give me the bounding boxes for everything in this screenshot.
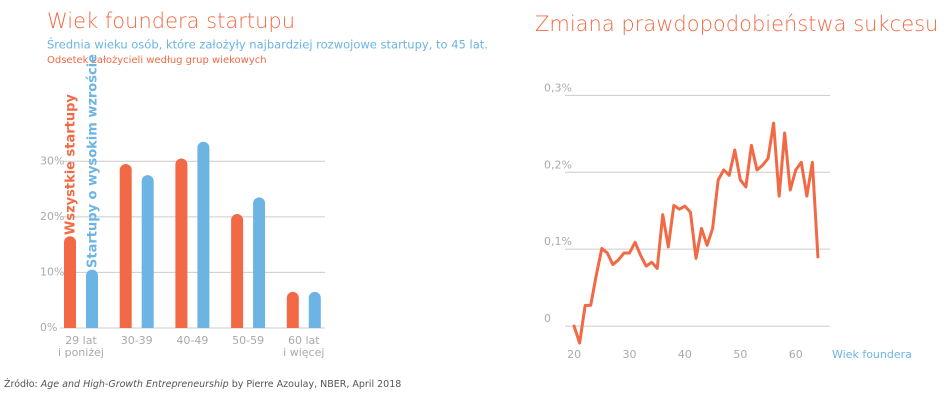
source-prefix: Źródło: xyxy=(4,378,41,390)
x-tick-label-line: 40-49 xyxy=(176,334,208,347)
y-tick-label: 20% xyxy=(40,210,64,223)
y-tick-label: 0,3% xyxy=(544,81,572,94)
bar xyxy=(119,164,132,328)
subtitle: Średnia wieku osób, które założyły najba… xyxy=(47,37,488,52)
x-tick-label: 50-59 xyxy=(232,334,264,347)
x-tick-label-line: i poniżej xyxy=(58,346,104,359)
bar xyxy=(308,291,321,328)
x-tick-label-line: 50-59 xyxy=(232,334,264,347)
y-tick-label: 0,2% xyxy=(544,158,572,171)
x-tick-label-line: 29 lat xyxy=(65,334,97,347)
bar xyxy=(86,269,98,328)
bar xyxy=(141,175,154,328)
line xyxy=(572,121,820,345)
chart-title: Zmiana prawdopodobieństwa sukcesu xyxy=(535,12,938,36)
y-tick-label: 0,1% xyxy=(544,235,572,248)
x-tick-label-line: 60 lat xyxy=(288,334,320,347)
source-suffix: by Pierre Azoulay, NBER, April 2018 xyxy=(229,379,402,390)
chart-title: Wiek foundera startupu xyxy=(47,9,295,33)
bar xyxy=(286,291,299,328)
bar xyxy=(197,141,210,328)
bar xyxy=(253,197,266,328)
x-tick-label: 40 xyxy=(678,348,692,361)
bar xyxy=(175,158,188,328)
bar xyxy=(231,214,244,328)
bar xyxy=(64,236,76,328)
x-tick-label: 50 xyxy=(733,348,747,361)
x-tick-label: 40-49 xyxy=(176,334,208,347)
x-tick-label-line: i więcej xyxy=(283,346,324,359)
y-tick-label: 0% xyxy=(40,321,57,334)
legend-label: Wszystkie startupy xyxy=(64,94,79,235)
x-tick-label: 60 lat i więcej xyxy=(283,334,324,359)
x-axis-label: Wiek foundera xyxy=(832,348,912,361)
y-tick-label: 30% xyxy=(40,154,64,167)
x-tick-label: 20 xyxy=(567,348,581,361)
y-tick-label: 0 xyxy=(544,312,551,325)
x-tick-label: 60 xyxy=(789,348,803,361)
x-tick-label: 30 xyxy=(623,348,637,361)
source: Źródło: Age and High-Growth Entrepreneur… xyxy=(4,378,401,390)
x-tick-label-line: 30-39 xyxy=(121,334,153,347)
x-tick-label: 29 lat i poniżej xyxy=(58,334,104,359)
x-tick-label: 30-39 xyxy=(121,334,153,347)
legend-label: Startupy o wysokim wzroście xyxy=(86,54,101,268)
subtitle: Odsetek założycieli według grup wiekowyc… xyxy=(47,55,267,66)
y-tick-label: 10% xyxy=(40,265,64,278)
source-title: Age and High-Growth Entrepreneurship xyxy=(40,379,229,390)
